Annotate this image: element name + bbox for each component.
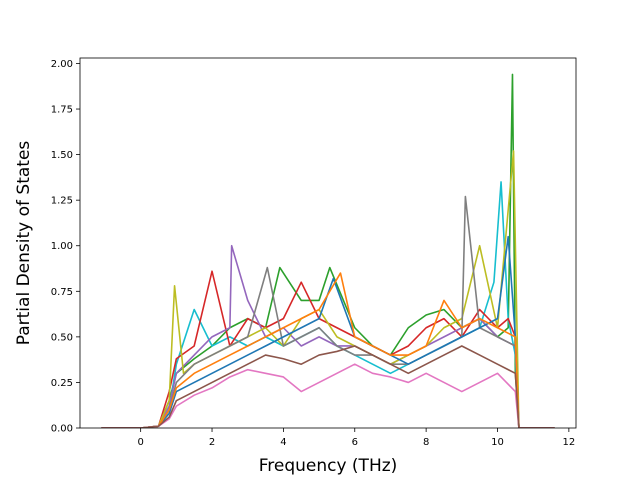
y-tick-label: 0.25 [51, 378, 73, 389]
y-tick-label: 0.00 [51, 424, 73, 435]
y-tick-label: 0.75 [51, 287, 73, 298]
pdos-series-9 [101, 363, 555, 428]
x-tick-label: 8 [423, 437, 429, 448]
pdos-series-6 [101, 195, 555, 428]
x-tick-label: 2 [209, 437, 215, 448]
y-axis: 0.00 0.25 0.50 0.75 1.00 1.25 1.50 1.75 2.00 [51, 59, 80, 435]
x-axis: 0 2 4 6 8 10 12 [137, 428, 575, 448]
pdos-series-8 [101, 272, 555, 428]
pdos-series-7 [101, 235, 555, 428]
pdos-series-10 [101, 345, 555, 428]
y-tick-label: 1.25 [51, 196, 73, 207]
x-tick-label: 0 [137, 437, 143, 448]
x-tick-label: 6 [352, 437, 358, 448]
x-axis-label: Frequency (THz) [259, 456, 398, 476]
pdos-series-1 [101, 73, 555, 428]
y-axis-label: Partial Density of States [14, 141, 34, 346]
y-tick-label: 1.00 [51, 241, 73, 252]
x-tick-label: 10 [491, 437, 504, 448]
y-tick-label: 1.75 [51, 105, 73, 116]
y-tick-label: 0.50 [51, 332, 73, 343]
y-tick-label: 1.50 [51, 150, 73, 161]
plot-frame [79, 57, 577, 429]
y-tick-label: 2.00 [51, 59, 73, 70]
x-tick-label: 12 [562, 437, 575, 448]
series-layer [101, 73, 555, 428]
x-tick-label: 4 [280, 437, 286, 448]
